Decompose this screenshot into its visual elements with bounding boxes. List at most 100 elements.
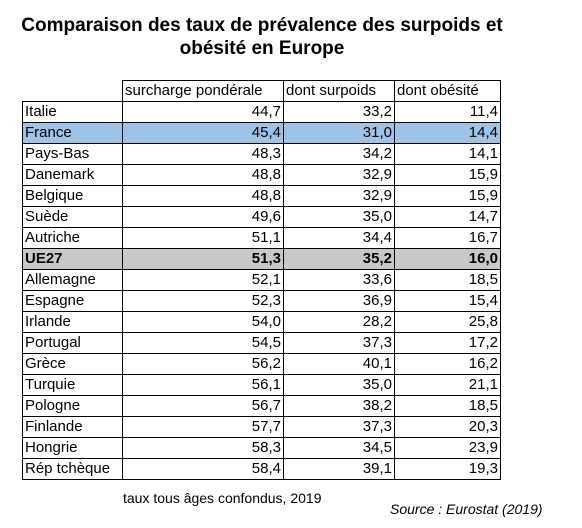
surpoids-cell: 31,0 — [283, 122, 395, 144]
country-cell: UE27 — [22, 248, 123, 270]
column-header-surpoids: dont surpoids — [283, 80, 395, 102]
surpoids-cell: 32,9 — [283, 164, 395, 186]
country-cell: Pays-Bas — [22, 143, 123, 165]
column-header-obesite: dont obésité — [394, 80, 501, 102]
prevalence-table: surcharge pondérale dont surpoids dont o… — [22, 80, 501, 480]
obesite-cell: 19,3 — [394, 458, 501, 480]
surcharge-cell: 56,2 — [122, 353, 284, 375]
country-cell: Espagne — [22, 290, 123, 312]
table-row: Portugal 54,5 37,3 17,2 — [22, 332, 501, 354]
surcharge-cell: 44,7 — [122, 101, 284, 123]
surpoids-cell: 34,4 — [283, 227, 395, 249]
country-cell: Autriche — [22, 227, 123, 249]
country-cell: Italie — [22, 101, 123, 123]
country-cell: Danemark — [22, 164, 123, 186]
surpoids-cell: 34,2 — [283, 143, 395, 165]
surcharge-cell: 51,1 — [122, 227, 284, 249]
surpoids-cell: 37,3 — [283, 332, 395, 354]
obesite-cell: 16,7 — [394, 227, 501, 249]
obesite-cell: 25,8 — [394, 311, 501, 333]
surcharge-cell: 56,7 — [122, 395, 284, 417]
surpoids-cell: 35,2 — [283, 248, 395, 270]
surpoids-cell: 39,1 — [283, 458, 395, 480]
surcharge-cell: 48,3 — [122, 143, 284, 165]
surcharge-cell: 49,6 — [122, 206, 284, 228]
obesite-cell: 11,4 — [394, 101, 501, 123]
surcharge-cell: 45,4 — [122, 122, 284, 144]
surcharge-cell: 52,3 — [122, 290, 284, 312]
country-cell: Belgique — [22, 185, 123, 207]
obesite-cell: 15,9 — [394, 185, 501, 207]
surpoids-cell: 28,2 — [283, 311, 395, 333]
surpoids-cell: 33,6 — [283, 269, 395, 291]
obesite-cell: 14,7 — [394, 206, 501, 228]
surcharge-cell: 56,1 — [122, 374, 284, 396]
table-row: France 45,4 31,0 14,4 — [22, 122, 501, 144]
country-cell: France — [22, 122, 123, 144]
country-cell: Turquie — [22, 374, 123, 396]
table-row: Espagne 52,3 36,9 15,4 — [22, 290, 501, 312]
country-cell: Allemagne — [22, 269, 123, 291]
surcharge-cell: 57,7 — [122, 416, 284, 438]
country-cell: Rép tchèque — [22, 458, 123, 480]
footnote: taux tous âges confondus, 2019 — [123, 490, 322, 506]
obesite-cell: 15,4 — [394, 290, 501, 312]
surpoids-cell: 32,9 — [283, 185, 395, 207]
surcharge-cell: 48,8 — [122, 185, 284, 207]
table-row: Belgique 48,8 32,9 15,9 — [22, 185, 501, 207]
obesite-cell: 17,2 — [394, 332, 501, 354]
country-cell: Portugal — [22, 332, 123, 354]
chart-title-line-2: obésité en Europe — [179, 38, 345, 59]
obesite-cell: 16,0 — [394, 248, 501, 270]
country-cell: Irlande — [22, 311, 123, 333]
surpoids-cell: 40,1 — [283, 353, 395, 375]
surcharge-cell: 48,8 — [122, 164, 284, 186]
table-row: Italie 44,7 33,2 11,4 — [22, 101, 501, 123]
surcharge-cell: 52,1 — [122, 269, 284, 291]
table-row: Allemagne 52,1 33,6 18,5 — [22, 269, 501, 291]
table-row: Finlande 57,7 37,3 20,3 — [22, 416, 501, 438]
surpoids-cell: 38,2 — [283, 395, 395, 417]
country-cell: Grèce — [22, 353, 123, 375]
surpoids-cell: 34,5 — [283, 437, 395, 459]
obesite-cell: 18,5 — [394, 269, 501, 291]
surcharge-cell: 58,4 — [122, 458, 284, 480]
table-row: Pologne 56,7 38,2 18,5 — [22, 395, 501, 417]
surpoids-cell: 37,3 — [283, 416, 395, 438]
surpoids-cell: 36,9 — [283, 290, 395, 312]
surpoids-cell: 35,0 — [283, 206, 395, 228]
obesite-cell: 14,1 — [394, 143, 501, 165]
country-cell: Suède — [22, 206, 123, 228]
table-row: Hongrie 58,3 34,5 23,9 — [22, 437, 501, 459]
table-row: Autriche 51,1 34,4 16,7 — [22, 227, 501, 249]
surcharge-cell: 54,0 — [122, 311, 284, 333]
country-cell: Finlande — [22, 416, 123, 438]
table-row: UE27 51,3 35,2 16,0 — [22, 248, 501, 270]
obesite-cell: 16,2 — [394, 353, 501, 375]
table-row: Grèce 56,2 40,1 16,2 — [22, 353, 501, 375]
table-row: Irlande 54,0 28,2 25,8 — [22, 311, 501, 333]
header-corner-cell — [22, 80, 123, 102]
surpoids-cell: 35,0 — [283, 374, 395, 396]
obesite-cell: 23,9 — [394, 437, 501, 459]
table-row: Suède 49,6 35,0 14,7 — [22, 206, 501, 228]
surcharge-cell: 54,5 — [122, 332, 284, 354]
table-row: Rép tchèque 58,4 39,1 19,3 — [22, 458, 501, 480]
country-cell: Hongrie — [22, 437, 123, 459]
obesite-cell: 14,4 — [394, 122, 501, 144]
chart-title: Comparaison des taux de prévalence des s… — [0, 14, 524, 60]
table-body: Italie 44,7 33,2 11,4 France 45,4 31,0 14,4 Pays… — [22, 101, 501, 480]
obesite-cell: 15,9 — [394, 164, 501, 186]
table-row: Turquie 56,1 35,0 21,1 — [22, 374, 501, 396]
table-header-row: surcharge pondérale dont surpoids dont o… — [22, 80, 501, 102]
obesite-cell: 20,3 — [394, 416, 501, 438]
obesite-cell: 18,5 — [394, 395, 501, 417]
surcharge-cell: 51,3 — [122, 248, 284, 270]
country-cell: Pologne — [22, 395, 123, 417]
obesite-cell: 21,1 — [394, 374, 501, 396]
table-row: Pays-Bas 48,3 34,2 14,1 — [22, 143, 501, 165]
table-row: Danemark 48,8 32,9 15,9 — [22, 164, 501, 186]
chart-title-line-1: Comparaison des taux de prévalence des s… — [21, 15, 503, 36]
column-header-surcharge: surcharge pondérale — [122, 80, 284, 102]
source-credit: Source : Eurostat (2019) — [390, 501, 543, 517]
